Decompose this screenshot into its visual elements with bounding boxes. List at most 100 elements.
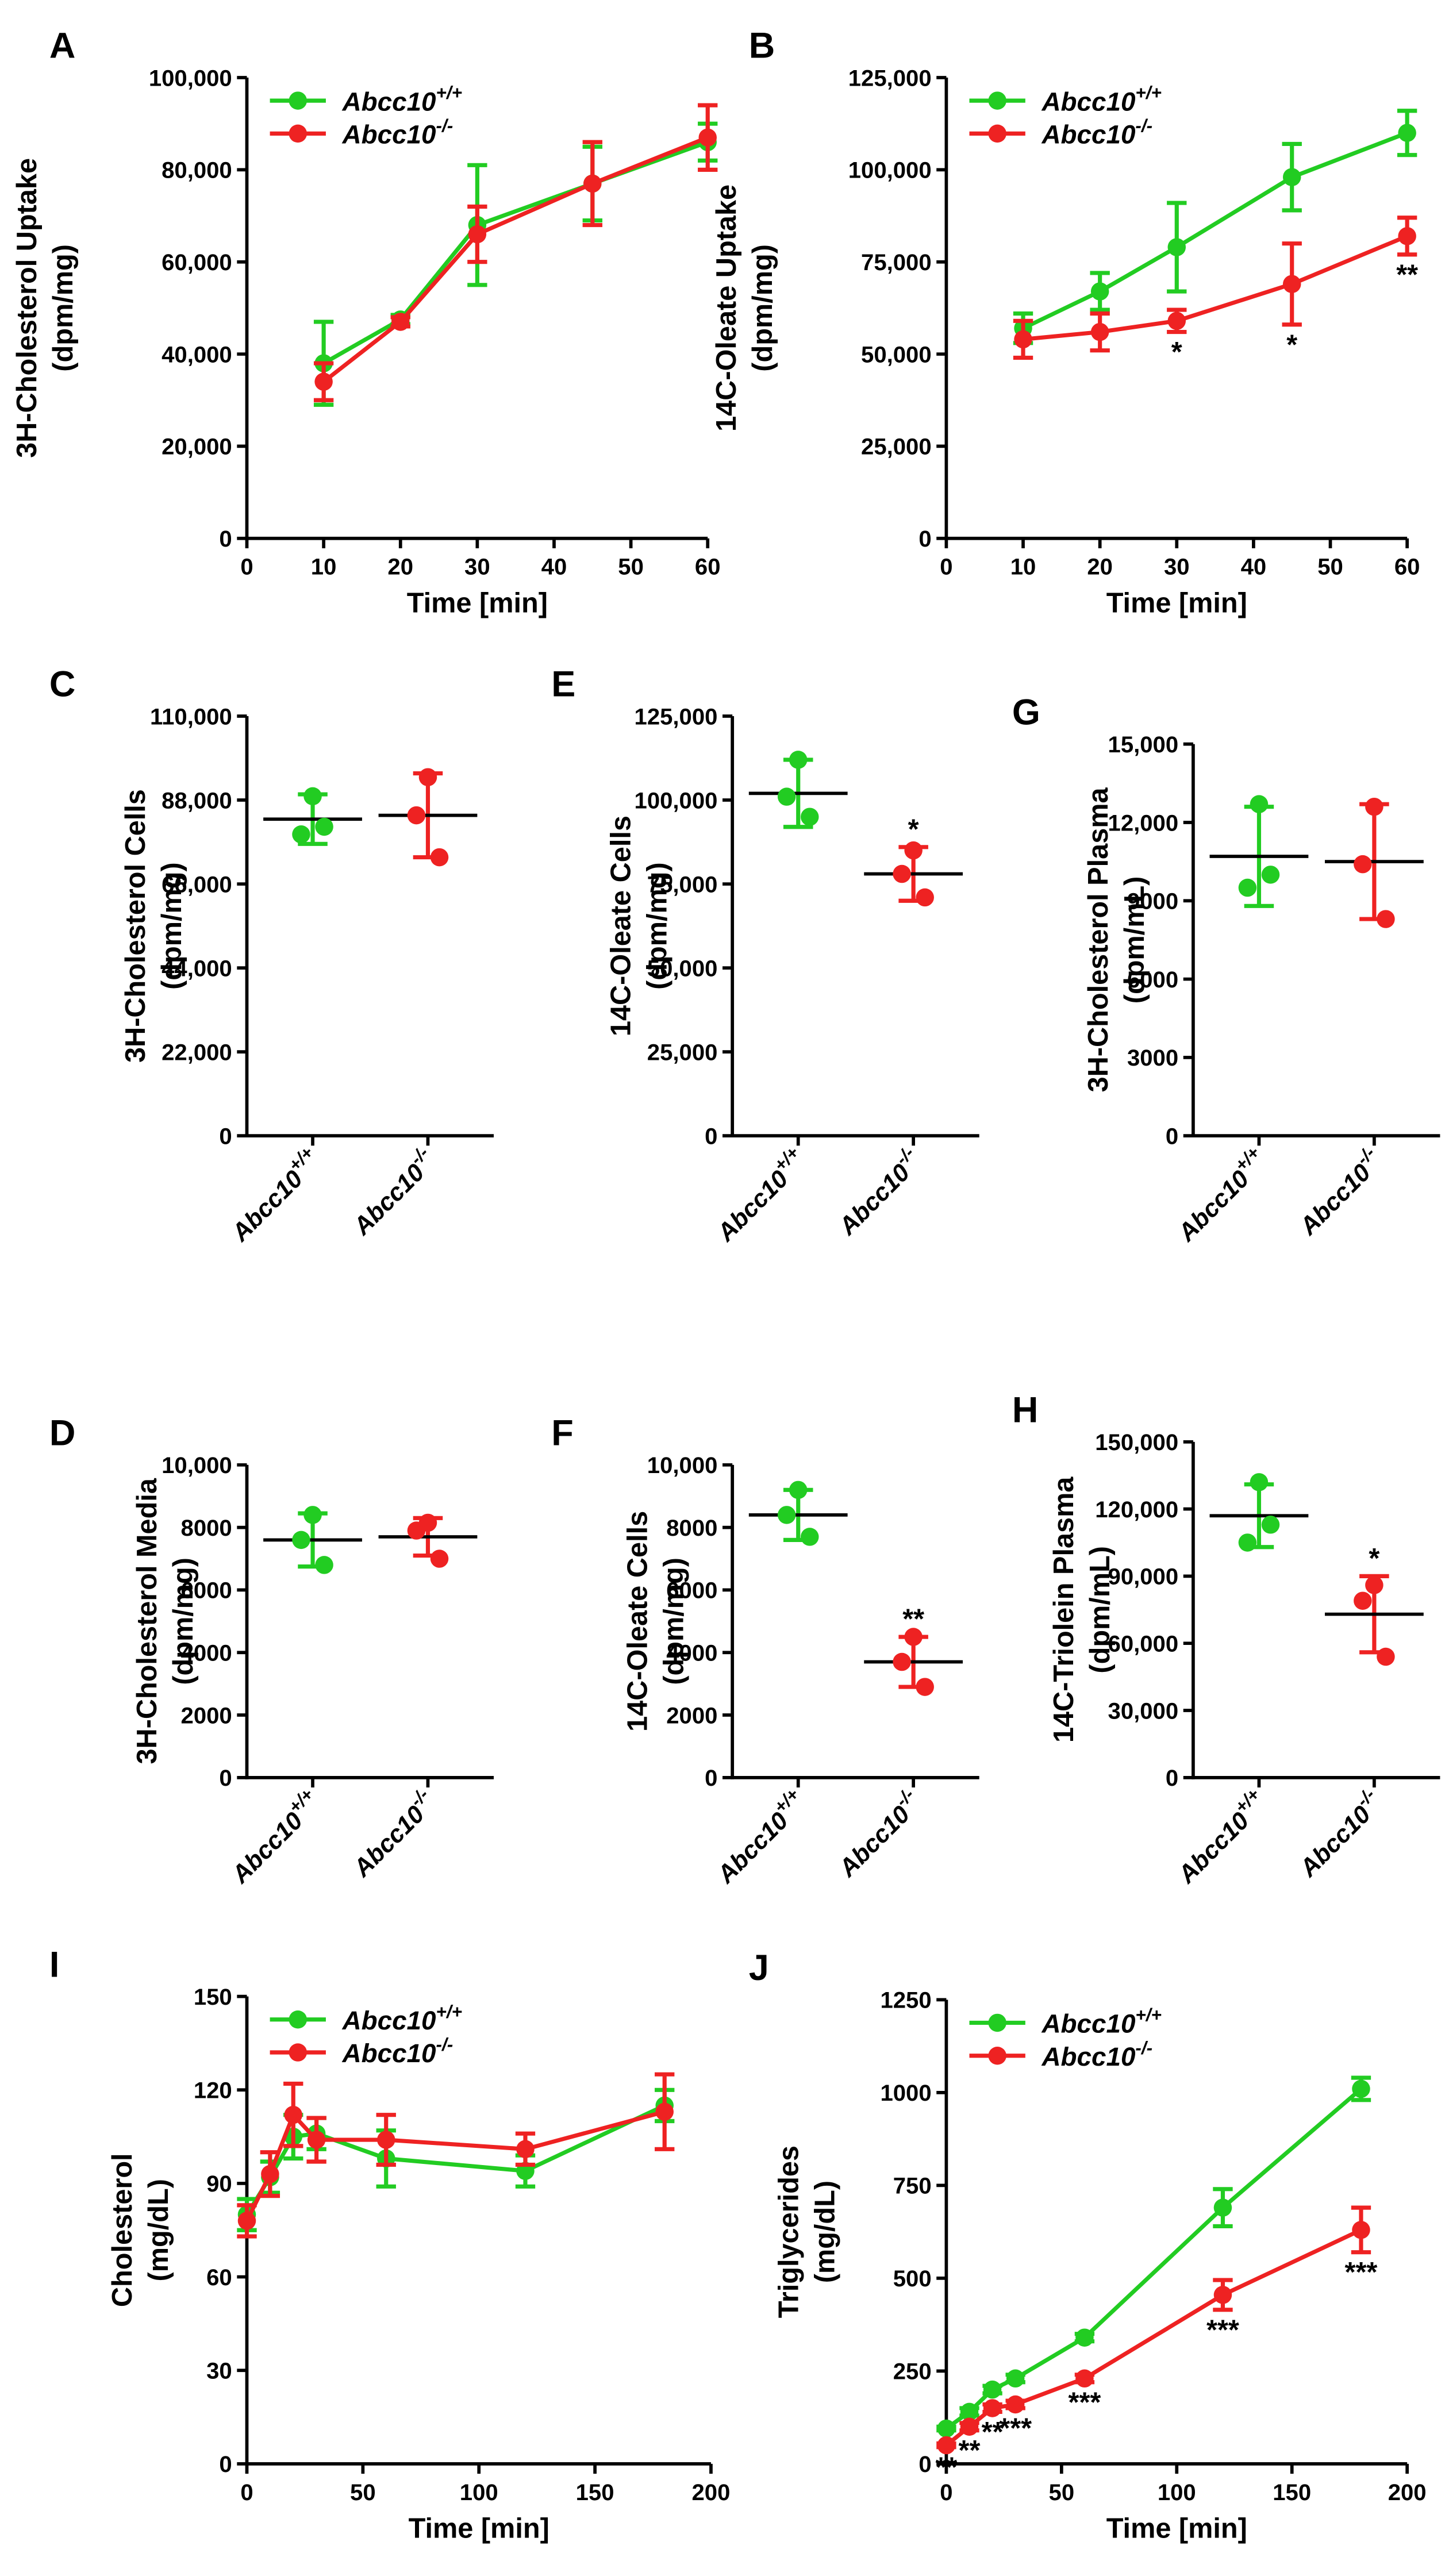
y-tick-label: 110,000 bbox=[150, 704, 232, 729]
data-point bbox=[1282, 168, 1301, 186]
data-point bbox=[655, 2102, 674, 2121]
y-tick-label: 6000 bbox=[181, 1578, 232, 1604]
y-tick-label: 8000 bbox=[181, 1516, 232, 1541]
data-point bbox=[1250, 1473, 1269, 1491]
data-point bbox=[315, 1556, 333, 1574]
x-tick-label: 0 bbox=[240, 555, 253, 580]
legend-marker bbox=[988, 2046, 1006, 2065]
x-tick-label: Abcc10+/+ bbox=[222, 1142, 327, 1247]
panel-label: C bbox=[49, 664, 76, 705]
data-point bbox=[698, 128, 717, 147]
data-point bbox=[777, 787, 796, 806]
x-axis-label: Time [min] bbox=[409, 2513, 549, 2544]
legend-label: Abcc10-/- bbox=[1041, 116, 1152, 149]
data-point bbox=[1261, 866, 1280, 884]
y-axis-label: 14C-Oleate Uptake bbox=[711, 184, 742, 432]
panel-label: J bbox=[749, 1948, 769, 1988]
significance: *** bbox=[1206, 2314, 1239, 2346]
x-tick-label: 100 bbox=[460, 2480, 498, 2505]
y-axis-label: (mg/dL) bbox=[143, 2179, 174, 2281]
data-point bbox=[1090, 282, 1109, 301]
data-point bbox=[893, 1652, 911, 1671]
data-point bbox=[292, 1531, 310, 1550]
data-point bbox=[1238, 878, 1257, 897]
data-point bbox=[937, 2436, 956, 2455]
y-tick-label: 0 bbox=[705, 1766, 717, 1791]
y-tick-label: 0 bbox=[705, 1124, 717, 1149]
y-tick-label: 9000 bbox=[1127, 889, 1178, 914]
y-axis-label: 14C-Triolein Plasma bbox=[1048, 1477, 1079, 1743]
series-line bbox=[1023, 234, 1408, 341]
data-point bbox=[418, 768, 437, 786]
y-tick-label: 0 bbox=[219, 526, 232, 552]
y-tick-label: 40,000 bbox=[162, 342, 232, 367]
data-point bbox=[314, 372, 333, 391]
data-point bbox=[516, 2140, 535, 2159]
y-tick-label: 90 bbox=[206, 2171, 232, 2197]
y-axis-label: Triglycerides bbox=[774, 2146, 805, 2318]
significance: ** bbox=[1396, 259, 1418, 290]
y-axis-label: (mg/dL) bbox=[810, 2181, 841, 2283]
x-tick-label: 30 bbox=[464, 555, 490, 580]
panel-label: D bbox=[49, 1413, 76, 1453]
legend-label: Abcc10+/+ bbox=[342, 2001, 462, 2035]
y-tick-label: 2000 bbox=[181, 1703, 232, 1728]
panel-label: B bbox=[749, 26, 775, 66]
x-tick-label: Abcc10-/- bbox=[343, 1142, 441, 1240]
data-point bbox=[430, 1550, 449, 1568]
x-tick-label: 20 bbox=[387, 555, 413, 580]
data-point bbox=[801, 1528, 819, 1546]
x-tick-label: 60 bbox=[1394, 555, 1420, 580]
data-point bbox=[1014, 330, 1032, 349]
legend-label: Abcc10-/- bbox=[342, 116, 454, 149]
significance: ** bbox=[902, 1604, 924, 1635]
data-point bbox=[1075, 2328, 1094, 2347]
y-tick-label: 88,000 bbox=[162, 788, 232, 813]
y-tick-label: 4000 bbox=[666, 1641, 717, 1666]
y-tick-label: 75,000 bbox=[861, 250, 932, 275]
y-axis-label: 3H-Cholesterol Media bbox=[132, 1478, 163, 1764]
y-axis-label: 3H-Cholesterol Uptake bbox=[11, 158, 43, 458]
y-tick-label: 66,000 bbox=[162, 872, 232, 897]
data-point bbox=[1398, 227, 1416, 245]
panel-label: E bbox=[551, 664, 575, 705]
data-point bbox=[983, 2380, 1002, 2399]
data-point bbox=[284, 2105, 302, 2124]
x-tick-label: Abcc10-/- bbox=[829, 1784, 927, 1882]
y-tick-label: 25,000 bbox=[647, 1040, 718, 1065]
data-point bbox=[1352, 2221, 1370, 2239]
y-tick-label: 2000 bbox=[666, 1703, 717, 1728]
y-tick-label: 125,000 bbox=[848, 66, 932, 91]
data-point bbox=[1282, 275, 1301, 293]
significance: * bbox=[1369, 1543, 1379, 1574]
data-point bbox=[583, 174, 602, 193]
y-axis-label: (dpm/mL) bbox=[1085, 1546, 1116, 1674]
x-tick-label: 10 bbox=[311, 555, 337, 580]
y-tick-label: 22,000 bbox=[162, 1040, 232, 1065]
legend-marker bbox=[988, 2013, 1006, 2032]
data-point bbox=[376, 2131, 395, 2149]
y-tick-label: 60,000 bbox=[162, 250, 232, 275]
x-tick-label: 100 bbox=[1158, 2480, 1196, 2505]
data-point bbox=[292, 825, 310, 844]
x-tick-label: 0 bbox=[940, 555, 952, 580]
data-point bbox=[1354, 855, 1372, 874]
data-point bbox=[1167, 238, 1186, 256]
panel-label: A bbox=[49, 26, 76, 66]
x-tick-label: 60 bbox=[695, 555, 721, 580]
y-tick-label: 4000 bbox=[181, 1641, 232, 1666]
y-tick-label: 0 bbox=[919, 2452, 931, 2477]
panel-label: I bbox=[49, 1944, 60, 1985]
y-tick-label: 80,000 bbox=[162, 158, 232, 183]
data-point bbox=[391, 313, 410, 331]
y-tick-label: 250 bbox=[893, 2359, 932, 2385]
y-tick-label: 10,000 bbox=[647, 1453, 718, 1478]
y-axis-label: Cholesterol bbox=[107, 2153, 138, 2307]
y-tick-label: 6000 bbox=[666, 1578, 717, 1604]
y-tick-label: 0 bbox=[1166, 1124, 1178, 1149]
y-tick-label: 25,000 bbox=[861, 435, 932, 460]
x-axis-label: Time [min] bbox=[1106, 2513, 1247, 2544]
y-tick-label: 0 bbox=[919, 526, 931, 552]
y-tick-label: 1250 bbox=[880, 1988, 931, 2013]
y-tick-label: 15,000 bbox=[1108, 732, 1179, 758]
